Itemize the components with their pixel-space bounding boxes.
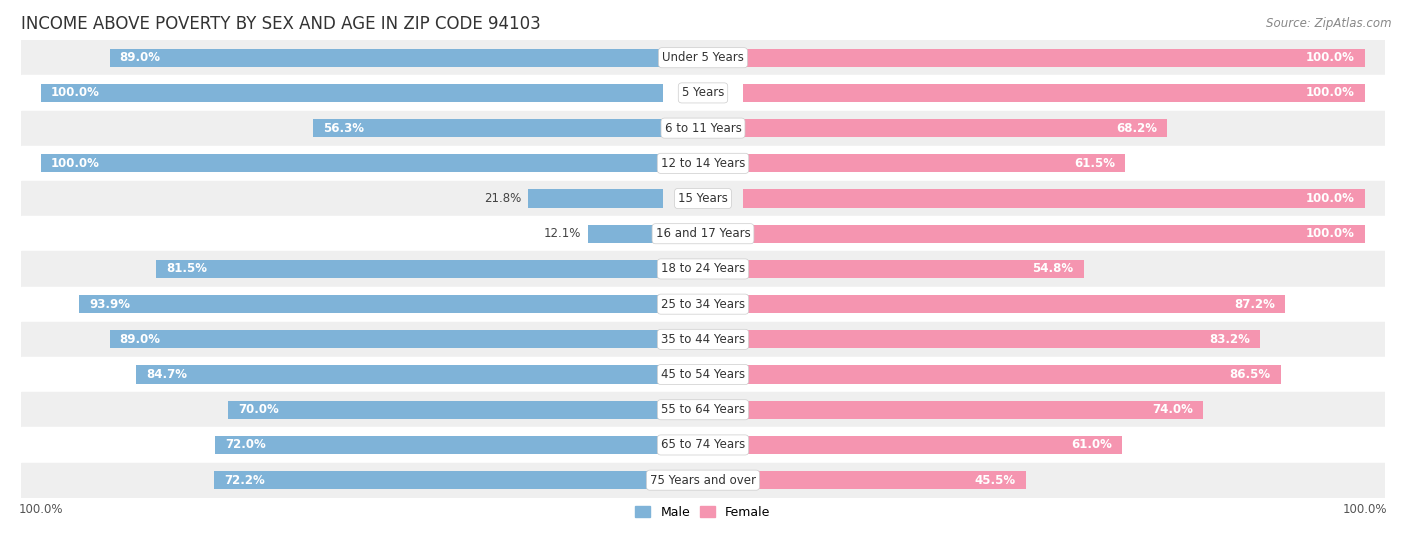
Text: 56.3%: 56.3% — [323, 122, 364, 135]
Text: 25 to 34 Years: 25 to 34 Years — [661, 297, 745, 311]
Text: 81.5%: 81.5% — [166, 262, 207, 276]
Text: 74.0%: 74.0% — [1153, 403, 1194, 416]
Bar — [214, 471, 664, 489]
Bar — [742, 471, 1026, 489]
Text: 100.0%: 100.0% — [1306, 51, 1355, 64]
Bar — [21, 181, 1385, 216]
Bar — [742, 225, 1365, 243]
Text: 89.0%: 89.0% — [120, 51, 160, 64]
Text: 87.2%: 87.2% — [1234, 297, 1275, 311]
Bar — [742, 401, 1204, 419]
Bar — [742, 49, 1365, 67]
Bar — [742, 436, 1122, 454]
Bar — [21, 287, 1385, 322]
Bar — [136, 366, 664, 383]
Bar — [21, 462, 1385, 498]
Bar — [21, 427, 1385, 462]
Text: 72.0%: 72.0% — [225, 438, 266, 452]
Bar — [110, 330, 664, 348]
Bar — [79, 295, 664, 313]
Text: Under 5 Years: Under 5 Years — [662, 51, 744, 64]
Text: 93.9%: 93.9% — [89, 297, 131, 311]
Bar — [742, 295, 1285, 313]
Bar — [742, 190, 1365, 208]
Text: 100.0%: 100.0% — [51, 87, 100, 100]
Bar — [21, 75, 1385, 111]
Text: 72.2%: 72.2% — [224, 473, 264, 487]
Text: 45 to 54 Years: 45 to 54 Years — [661, 368, 745, 381]
Text: 21.8%: 21.8% — [484, 192, 522, 205]
Bar — [215, 436, 664, 454]
Bar — [21, 40, 1385, 75]
Text: 45.5%: 45.5% — [974, 473, 1015, 487]
Bar — [742, 119, 1167, 138]
Text: 68.2%: 68.2% — [1116, 122, 1157, 135]
Text: 100.0%: 100.0% — [51, 157, 100, 170]
Bar — [21, 322, 1385, 357]
Text: 18 to 24 Years: 18 to 24 Years — [661, 262, 745, 276]
Bar — [314, 119, 664, 138]
Bar — [21, 111, 1385, 146]
Text: 75 Years and over: 75 Years and over — [650, 473, 756, 487]
Text: 100.0%: 100.0% — [1306, 227, 1355, 240]
Text: Source: ZipAtlas.com: Source: ZipAtlas.com — [1267, 17, 1392, 30]
Text: 61.0%: 61.0% — [1071, 438, 1112, 452]
Text: 70.0%: 70.0% — [238, 403, 278, 416]
Bar — [156, 260, 664, 278]
Text: 65 to 74 Years: 65 to 74 Years — [661, 438, 745, 452]
Bar — [527, 190, 664, 208]
Text: 6 to 11 Years: 6 to 11 Years — [665, 122, 741, 135]
Bar — [21, 252, 1385, 287]
Bar — [228, 401, 664, 419]
Bar — [21, 146, 1385, 181]
Text: 54.8%: 54.8% — [1032, 262, 1074, 276]
Text: 61.5%: 61.5% — [1074, 157, 1115, 170]
Bar — [742, 260, 1084, 278]
Text: 5 Years: 5 Years — [682, 87, 724, 100]
Text: 100.0%: 100.0% — [1306, 87, 1355, 100]
Text: 55 to 64 Years: 55 to 64 Years — [661, 403, 745, 416]
Bar — [110, 49, 664, 67]
Bar — [742, 154, 1125, 173]
Legend: Male, Female: Male, Female — [630, 500, 776, 524]
Text: 84.7%: 84.7% — [146, 368, 187, 381]
Text: 89.0%: 89.0% — [120, 333, 160, 346]
Text: 83.2%: 83.2% — [1209, 333, 1250, 346]
Text: 12.1%: 12.1% — [544, 227, 582, 240]
Bar — [742, 84, 1365, 102]
Bar — [588, 225, 664, 243]
Text: 100.0%: 100.0% — [1306, 192, 1355, 205]
Bar — [742, 330, 1260, 348]
Text: 12 to 14 Years: 12 to 14 Years — [661, 157, 745, 170]
Text: 35 to 44 Years: 35 to 44 Years — [661, 333, 745, 346]
Text: 15 Years: 15 Years — [678, 192, 728, 205]
Bar — [21, 392, 1385, 427]
Text: 16 and 17 Years: 16 and 17 Years — [655, 227, 751, 240]
Bar — [742, 366, 1281, 383]
Bar — [41, 154, 664, 173]
Text: INCOME ABOVE POVERTY BY SEX AND AGE IN ZIP CODE 94103: INCOME ABOVE POVERTY BY SEX AND AGE IN Z… — [21, 15, 541, 33]
Bar — [41, 84, 664, 102]
Text: 86.5%: 86.5% — [1230, 368, 1271, 381]
Bar — [21, 357, 1385, 392]
Bar — [21, 216, 1385, 252]
